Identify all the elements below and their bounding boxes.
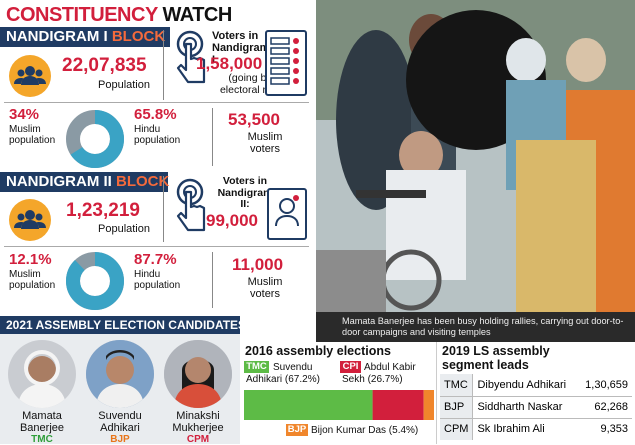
block2-title-name: NANDIGRAM II xyxy=(6,173,112,190)
news-photo xyxy=(316,0,635,312)
block1-population-label: Population xyxy=(98,79,150,91)
table-cell-candidate: Sk Ibrahim Ali xyxy=(472,418,578,440)
block1-muslim-voters-value: 53,500 xyxy=(228,110,280,129)
candidate-party: BJP xyxy=(110,434,130,445)
bjp-party-tag: BJP xyxy=(286,424,308,436)
bjp-candidate-label: Bijon Kumar Das (5.4%) xyxy=(311,425,419,436)
title-watch: WATCH xyxy=(162,4,232,26)
bar-tmc xyxy=(244,390,373,420)
table-cell-party: TMC xyxy=(440,374,473,397)
table-cell-votes: 62,268 xyxy=(577,396,632,419)
tmc-party-tag: TMC xyxy=(244,361,269,373)
block2-title-block: BLOCK xyxy=(116,173,170,190)
block2-population-value: 1,23,219 xyxy=(66,200,140,221)
page-title: CONSTITUENCY WATCH xyxy=(6,4,232,26)
photo-caption: Mamata Banerjee has been busy holding ra… xyxy=(316,312,635,342)
block1-title-block: BLOCK xyxy=(111,28,166,45)
block2-muslim-pct: 12.1% xyxy=(9,251,52,268)
candidate-party: CPM xyxy=(186,434,210,445)
table-row: BJP Siddharth Naskar 62,268 xyxy=(440,396,632,419)
touch-vote-icon xyxy=(170,30,210,94)
block2-hindu-label: Hindu population xyxy=(134,269,181,291)
block1-voters-heading: Voters in Nandigram I: xyxy=(212,30,270,66)
candidate-name: Minakshi Mukherjee xyxy=(161,410,235,434)
table-cell-party: CPM xyxy=(440,418,473,440)
block1-hindu-label: Hindu population xyxy=(134,124,181,146)
table-cell-candidate: Siddharth Naskar xyxy=(472,396,578,419)
block1-voters-value: 1,58,000 xyxy=(196,54,263,73)
candidate-name-line2: Mukherjee xyxy=(172,422,224,434)
table-row: TMC Dibyendu Adhikari 1,30,659 xyxy=(440,374,632,397)
cpi-candidate-label: Abdul Kabir Sekh (26.7%) xyxy=(342,362,416,385)
tmc-candidate-label: Suvendu Adhikari (67.2%) xyxy=(246,362,320,385)
block2-voters-heading: Voters in Nandigram II: xyxy=(217,175,273,210)
population-icon xyxy=(9,199,51,241)
candidate-name: Suvendu Adhikari xyxy=(83,410,157,434)
table-cell-party: BJP xyxy=(440,396,473,419)
ls2019-heading: 2019 LS assembly segment leads xyxy=(442,344,550,372)
block2-hindu-pct: 87.7% xyxy=(134,251,177,268)
candidate-name-line1: Minakshi xyxy=(176,410,220,422)
candidate-name-line2: Banerjee xyxy=(19,422,65,434)
voting-machine-icon xyxy=(265,30,307,96)
block1-title-name: NANDIGRAM I xyxy=(6,28,108,45)
block2-muslim-voters-label: Muslim voters xyxy=(247,276,283,300)
block1-muslim-voters-label: Muslim voters xyxy=(247,131,283,155)
candidate-name: Mamata Banerjee xyxy=(5,410,79,434)
candidate-photo-mamata xyxy=(8,340,76,408)
population-icon xyxy=(9,55,51,97)
donut-hindu-arc xyxy=(66,252,124,310)
table-cell-candidate: Dibyendu Adhikari xyxy=(472,374,578,397)
bar-cpi xyxy=(372,390,424,420)
divider xyxy=(4,102,309,103)
divider xyxy=(212,252,213,308)
block2-voters-value: 99,000 xyxy=(206,211,258,230)
table-cell-votes: 1,30,659 xyxy=(577,374,632,397)
block1-muslim-label: Muslim population xyxy=(9,124,56,146)
ls2019-table: TMC Dibyendu Adhikari 1,30,659 BJP Siddh… xyxy=(440,374,632,440)
candidate-name-line1: Mamata xyxy=(22,410,62,422)
candidate-name-line1: Suvendu xyxy=(98,410,142,422)
block1-title-bar: NANDIGRAM I BLOCK xyxy=(0,27,170,47)
block1-population-value: 22,07,835 xyxy=(62,55,147,76)
divider xyxy=(163,176,164,242)
block1-hindu-pct: 65.8% xyxy=(134,106,177,123)
candidate-photo-suvendu xyxy=(86,340,154,408)
donut-hindu-arc xyxy=(66,110,124,168)
divider xyxy=(212,108,213,166)
table-cell-votes: 9,353 xyxy=(600,423,628,436)
ls2019-heading-line2: segment leads xyxy=(442,358,529,372)
candidates-heading: 2021 ASSEMBLY ELECTION CANDIDATES xyxy=(0,316,246,334)
title-constituency: CONSTITUENCY xyxy=(6,4,158,26)
results-2016-bar-chart xyxy=(244,390,434,420)
ls2019-heading-line1: 2019 LS assembly xyxy=(442,344,550,358)
cpi-party-tag: CPI xyxy=(340,361,361,373)
candidate-name-line2: Adhikari xyxy=(100,422,140,434)
bar-bjp xyxy=(423,390,434,420)
candidate-photo-minakshi xyxy=(164,340,232,408)
block1-muslim-pct: 34% xyxy=(9,106,40,123)
block2-title-bar: NANDIGRAM II BLOCK xyxy=(0,172,170,192)
block2-population-label: Population xyxy=(98,223,150,235)
touch-vote-icon xyxy=(170,178,210,242)
block2-muslim-label: Muslim population xyxy=(9,269,56,291)
table-row: CPM Sk Ibrahim Ali 9,353 xyxy=(440,418,632,440)
block2-religion-donut xyxy=(66,252,124,310)
block1-religion-donut xyxy=(66,110,124,168)
candidate-party: TMC xyxy=(31,434,53,445)
block2-muslim-voters-value: 11,000 xyxy=(232,255,284,274)
id-card-icon xyxy=(267,188,307,240)
divider xyxy=(163,30,164,100)
divider xyxy=(4,246,309,247)
results-2016-heading: 2016 assembly elections xyxy=(245,344,391,358)
